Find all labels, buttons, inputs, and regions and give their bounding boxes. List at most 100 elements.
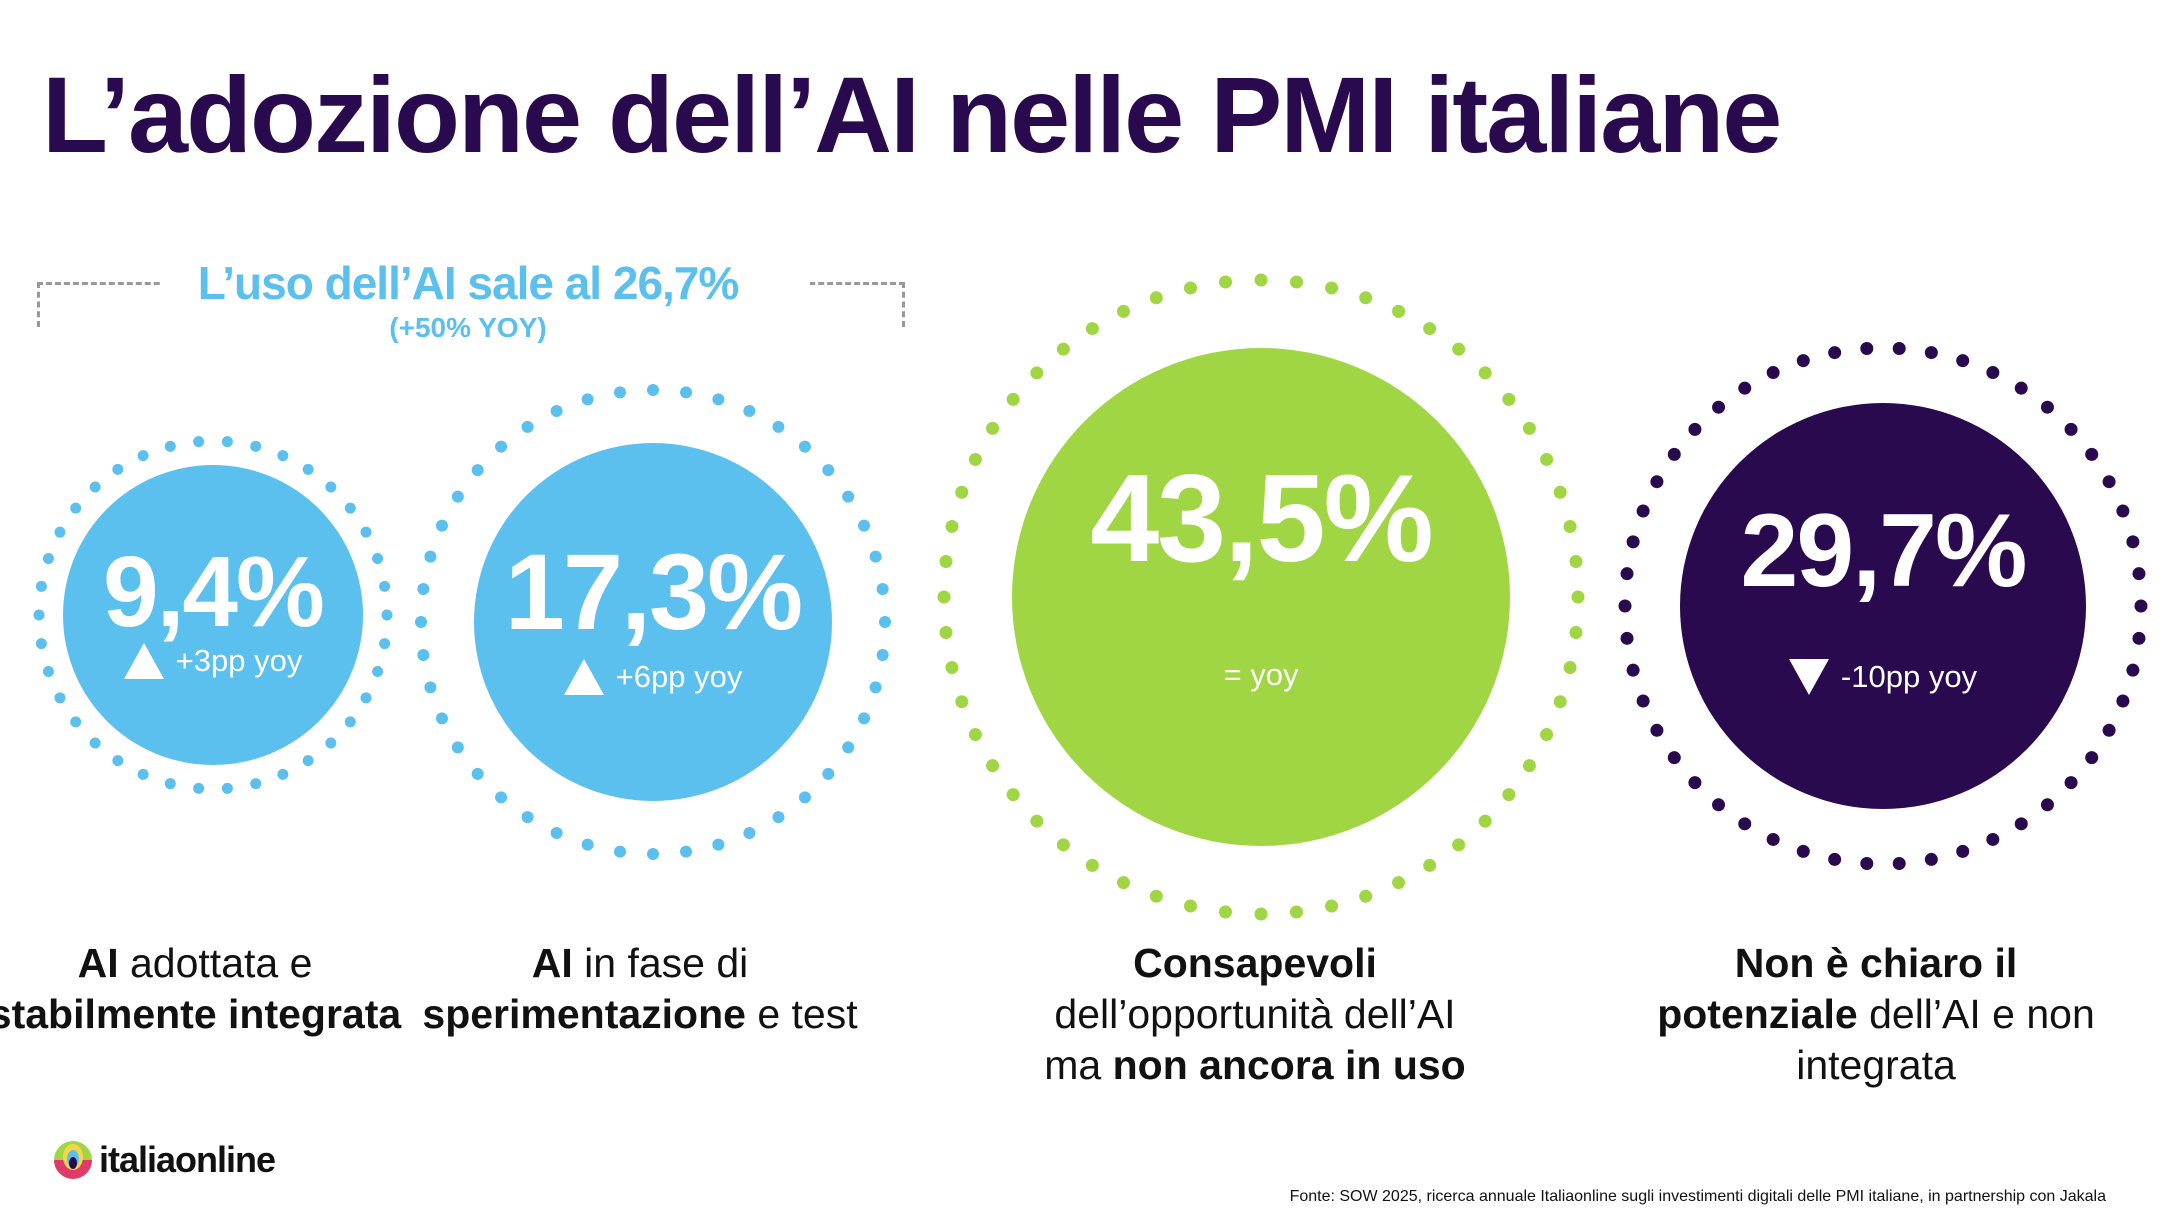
ring-dot bbox=[193, 782, 205, 794]
ring-dot bbox=[1149, 291, 1163, 305]
stat-value: 17,3% bbox=[504, 530, 803, 652]
stat-label: AI adottata e stabilmente integrata bbox=[0, 938, 415, 1040]
stat-label: Consapevoli dell’opportunità dell’AI ma … bbox=[1035, 938, 1475, 1091]
ring-dot bbox=[822, 767, 835, 780]
ring-dot bbox=[1056, 342, 1070, 356]
ring-dot bbox=[1892, 856, 1906, 870]
stat-change-text: +6pp yoy bbox=[615, 659, 743, 695]
ring-dot bbox=[1892, 342, 1906, 356]
ring-dot bbox=[2040, 400, 2054, 414]
ring-dot bbox=[2134, 599, 2148, 613]
ring-dot bbox=[1563, 519, 1577, 533]
ring-dot bbox=[372, 665, 384, 677]
ring-dot bbox=[1502, 788, 1516, 802]
ring-dot bbox=[955, 695, 969, 709]
ring-dot bbox=[2064, 776, 2078, 790]
ring-dot bbox=[1986, 832, 2000, 846]
summary-headline: L’uso dell’AI sale al 26,7% bbox=[197, 257, 740, 309]
ring-dot bbox=[1392, 876, 1406, 890]
ring-dot bbox=[381, 609, 393, 621]
ring-dot bbox=[1688, 422, 1702, 436]
ring-dot bbox=[1860, 856, 1874, 870]
ring-dot bbox=[1828, 346, 1842, 360]
ring-dot bbox=[1359, 889, 1373, 903]
ring-dot bbox=[647, 384, 659, 396]
ring-dot bbox=[869, 550, 882, 563]
stat-change-text: -10pp yoy bbox=[1840, 659, 1978, 695]
ring-dot bbox=[54, 526, 66, 538]
ring-dot bbox=[858, 712, 871, 725]
ring-dot bbox=[2102, 475, 2116, 489]
ring-dot bbox=[471, 767, 484, 780]
ring-dot bbox=[2085, 447, 2099, 461]
ring-dot bbox=[1956, 844, 1970, 858]
ring-dot bbox=[2126, 663, 2140, 677]
stat-change-text: = yoy bbox=[1223, 656, 1299, 692]
ring-dot bbox=[1183, 899, 1197, 913]
ring-dot bbox=[1219, 275, 1233, 289]
ring-dot bbox=[712, 838, 725, 851]
ring-dot bbox=[193, 436, 205, 448]
ring-dot bbox=[968, 728, 982, 742]
ring-dot bbox=[521, 420, 534, 433]
ring-dot bbox=[1289, 275, 1303, 289]
ring-dot bbox=[417, 582, 430, 595]
ring-dot bbox=[112, 463, 124, 475]
ring-dot bbox=[2132, 631, 2146, 645]
ring-dot bbox=[360, 692, 372, 704]
ring-dot bbox=[1636, 694, 1650, 708]
ring-dot bbox=[1828, 852, 1842, 866]
ring-dot bbox=[1636, 504, 1650, 518]
label-bold-part: Non è chiaro il potenziale bbox=[1657, 940, 2018, 1037]
stat-label: Non è chiaro il potenziale dell’AI e non… bbox=[1656, 938, 2096, 1091]
ring-dot bbox=[35, 638, 47, 650]
ring-dot bbox=[1392, 304, 1406, 318]
ring-dot bbox=[1254, 907, 1268, 921]
stat-label: AI in fase di sperimentazione e test bbox=[420, 938, 860, 1040]
ring-dot bbox=[1688, 776, 1702, 790]
ring-dot bbox=[372, 553, 384, 565]
ring-dot bbox=[772, 420, 785, 433]
ring-dot bbox=[451, 741, 464, 754]
ring-dot bbox=[1056, 838, 1070, 852]
ring-dot bbox=[1423, 858, 1437, 872]
ring-dot bbox=[1620, 631, 1634, 645]
ring-dot bbox=[435, 519, 448, 532]
ring-dot bbox=[379, 580, 391, 592]
ring-dot bbox=[164, 440, 176, 452]
ring-dot bbox=[33, 609, 45, 621]
ring-dot bbox=[2085, 751, 2099, 765]
ring-dot bbox=[842, 741, 855, 754]
ring-dot bbox=[1030, 366, 1044, 380]
ring-dot bbox=[798, 440, 811, 453]
label-part: in fase di bbox=[572, 940, 749, 986]
stat-change-text: +3pp yoy bbox=[175, 643, 303, 678]
ring-dot bbox=[1325, 899, 1339, 913]
ring-dot bbox=[250, 440, 262, 452]
label-part: dell’AI e non integrata bbox=[1796, 991, 2095, 1088]
ring-dot bbox=[70, 502, 82, 514]
triangle-down-icon bbox=[1788, 659, 1829, 696]
label-bold-part: Consapevoli bbox=[1133, 940, 1377, 986]
ring-dot bbox=[680, 845, 693, 858]
ring-dot bbox=[2132, 567, 2146, 581]
ring-dot bbox=[1359, 291, 1373, 305]
page-title: L’adozione dell’AI nelle PMI italiane bbox=[42, 54, 1782, 175]
ring-dot bbox=[344, 716, 356, 728]
stat-circle: 29,7% -10pp yoy bbox=[1680, 403, 2086, 809]
ring-dot bbox=[2014, 381, 2028, 395]
ring-dot bbox=[1796, 354, 1810, 368]
ring-dot bbox=[822, 464, 835, 477]
ring-dot bbox=[1924, 346, 1938, 360]
logo-text: italiaonline bbox=[99, 1139, 276, 1180]
ring-dot bbox=[1569, 625, 1583, 639]
ring-dot bbox=[1618, 599, 1632, 613]
ring-dot bbox=[2014, 817, 2028, 831]
ring-dot bbox=[955, 485, 969, 499]
logo-icon bbox=[54, 1141, 92, 1179]
ring-dot bbox=[2102, 723, 2116, 737]
ring-dot bbox=[613, 845, 626, 858]
ring-dot bbox=[743, 827, 756, 840]
ring-dot bbox=[772, 811, 785, 824]
stat-value: 9,4% bbox=[103, 536, 325, 648]
